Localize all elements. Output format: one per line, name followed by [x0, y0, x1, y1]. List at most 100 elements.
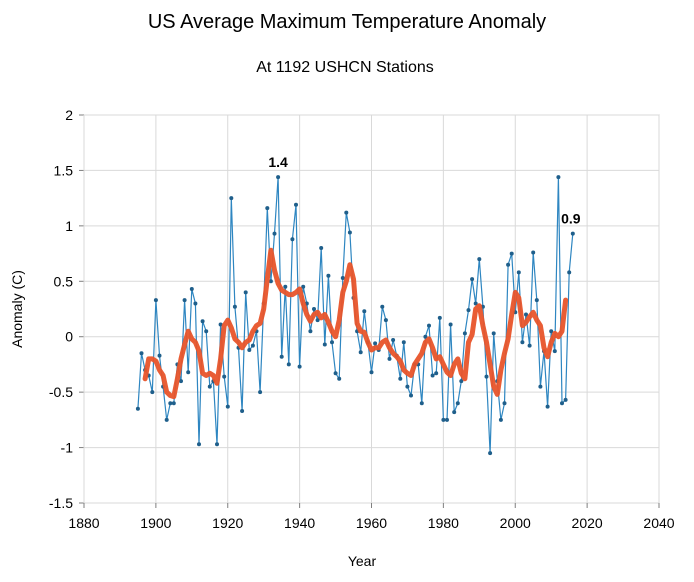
annual-anomaly-point [315, 318, 320, 323]
annual-anomaly-point [347, 230, 352, 235]
annual-anomaly-point [498, 417, 503, 422]
annual-anomaly-point [563, 397, 568, 402]
smoothed-anomaly-line [142, 247, 569, 400]
annual-anomaly-point [362, 309, 367, 314]
annual-anomaly-point [437, 315, 442, 320]
annual-anomaly-point [204, 329, 209, 334]
annual-anomaly-point [405, 384, 410, 389]
x-tick-label: 1980 [428, 515, 459, 531]
annual-anomaly-point [448, 322, 453, 327]
annual-anomaly-point [452, 410, 457, 415]
annual-anomaly-point [477, 257, 482, 262]
annual-anomaly-point [502, 401, 507, 406]
data-series [135, 175, 575, 456]
chart-subtitle: At 1192 USHCN Stations [256, 59, 434, 76]
annual-anomaly-point [462, 331, 467, 336]
annual-anomaly-point [135, 406, 140, 411]
annual-anomaly-point [516, 270, 521, 275]
annual-anomaly-point [319, 246, 324, 250]
x-tick-label: 1920 [212, 515, 243, 531]
annual-anomaly-point [459, 379, 464, 384]
annual-anomaly-point [308, 329, 313, 334]
annual-anomaly-point [509, 251, 514, 256]
x-tick-label: 1900 [140, 515, 171, 531]
annual-anomaly-point [301, 284, 306, 289]
annual-anomaly-point [250, 343, 255, 348]
annotations: 1.4 0.9 [268, 154, 580, 227]
annual-anomaly-point [276, 175, 281, 180]
y-tick-label: 0 [65, 329, 73, 345]
annual-anomaly-point [570, 231, 575, 236]
annual-anomaly-point [520, 340, 525, 345]
x-tick-label: 2040 [643, 515, 674, 531]
y-tick-label: 2 [65, 107, 73, 123]
annual-anomaly-point [538, 384, 543, 389]
tick-labels: -1.5 -1 -0.5 0 0.5 1 1.5 2 1880 1900 1920 1940 1960 1… [49, 107, 675, 531]
annual-anomaly-point [200, 319, 205, 324]
annual-anomaly-point [283, 284, 288, 289]
annotation-label: 1.4 [268, 154, 288, 170]
annual-anomaly-point [157, 353, 162, 358]
annual-anomaly-point [556, 175, 561, 180]
annual-anomaly-point [326, 273, 331, 278]
annual-anomaly-point [272, 231, 277, 236]
y-tick-label: 0.5 [54, 273, 74, 289]
y-tick-label: -0.5 [49, 384, 73, 400]
annual-anomaly-point [434, 371, 439, 376]
chart-title: US Average Maximum Temperature Anomaly [148, 11, 546, 33]
annual-anomaly-point [401, 340, 406, 345]
annual-anomaly-point [552, 349, 557, 354]
annual-anomaly-point [258, 390, 263, 395]
annual-anomaly-point [398, 376, 403, 381]
y-tick-label: 1.5 [54, 162, 74, 178]
annual-anomaly-point [197, 442, 201, 447]
annual-anomaly-point [527, 343, 532, 348]
x-tick-label: 1940 [284, 515, 315, 531]
annual-anomaly-point [383, 318, 388, 323]
annual-anomaly-point [473, 301, 478, 306]
annual-anomaly-point [531, 250, 536, 255]
annual-anomaly-point [222, 374, 227, 379]
annual-anomaly-point [373, 341, 378, 346]
annual-anomaly-point [506, 262, 511, 267]
annual-anomaly-point [337, 376, 342, 381]
annual-anomaly-point [207, 384, 212, 389]
annual-anomaly-point [243, 290, 248, 295]
annual-anomaly-point [322, 342, 327, 347]
annual-anomaly-point [423, 334, 428, 339]
annual-anomaly-point [171, 401, 176, 406]
annual-anomaly-point [344, 210, 349, 215]
annual-anomaly-point [330, 340, 334, 345]
annual-anomaly-point [189, 287, 194, 291]
annual-anomaly-point [215, 442, 219, 447]
annual-anomaly-point [286, 362, 291, 367]
annual-anomaly-point [391, 338, 396, 342]
x-tick-label: 1880 [68, 515, 99, 531]
x-tick-label: 2020 [572, 515, 603, 531]
annual-anomaly-point [279, 354, 284, 359]
annual-anomaly-point [229, 196, 234, 201]
x-tick-label: 1960 [356, 515, 387, 531]
annual-anomaly-point [150, 390, 155, 395]
annual-anomaly-point [240, 409, 245, 413]
annual-anomaly-point [430, 373, 435, 378]
x-axis-title: Year [348, 553, 377, 569]
annual-anomaly-point [333, 371, 338, 376]
annual-anomaly-point [290, 237, 295, 242]
y-axis-title: Anomaly (C) [9, 270, 25, 348]
annual-anomaly-point [466, 308, 471, 313]
annual-anomaly-point [247, 348, 252, 352]
annual-anomaly-point [455, 401, 460, 406]
annual-anomaly-point [139, 351, 144, 356]
annual-anomaly-point [294, 202, 298, 207]
annual-anomaly-point [491, 331, 496, 336]
annual-anomaly-point [153, 298, 158, 303]
annual-anomaly-point [567, 270, 572, 275]
annual-anomaly-point [265, 206, 270, 211]
annual-anomaly-point [268, 279, 273, 284]
annual-anomaly-point [182, 298, 187, 303]
y-tick-label: -1 [61, 440, 74, 456]
annual-anomaly-point [369, 370, 374, 375]
annual-anomaly-point [179, 379, 183, 384]
